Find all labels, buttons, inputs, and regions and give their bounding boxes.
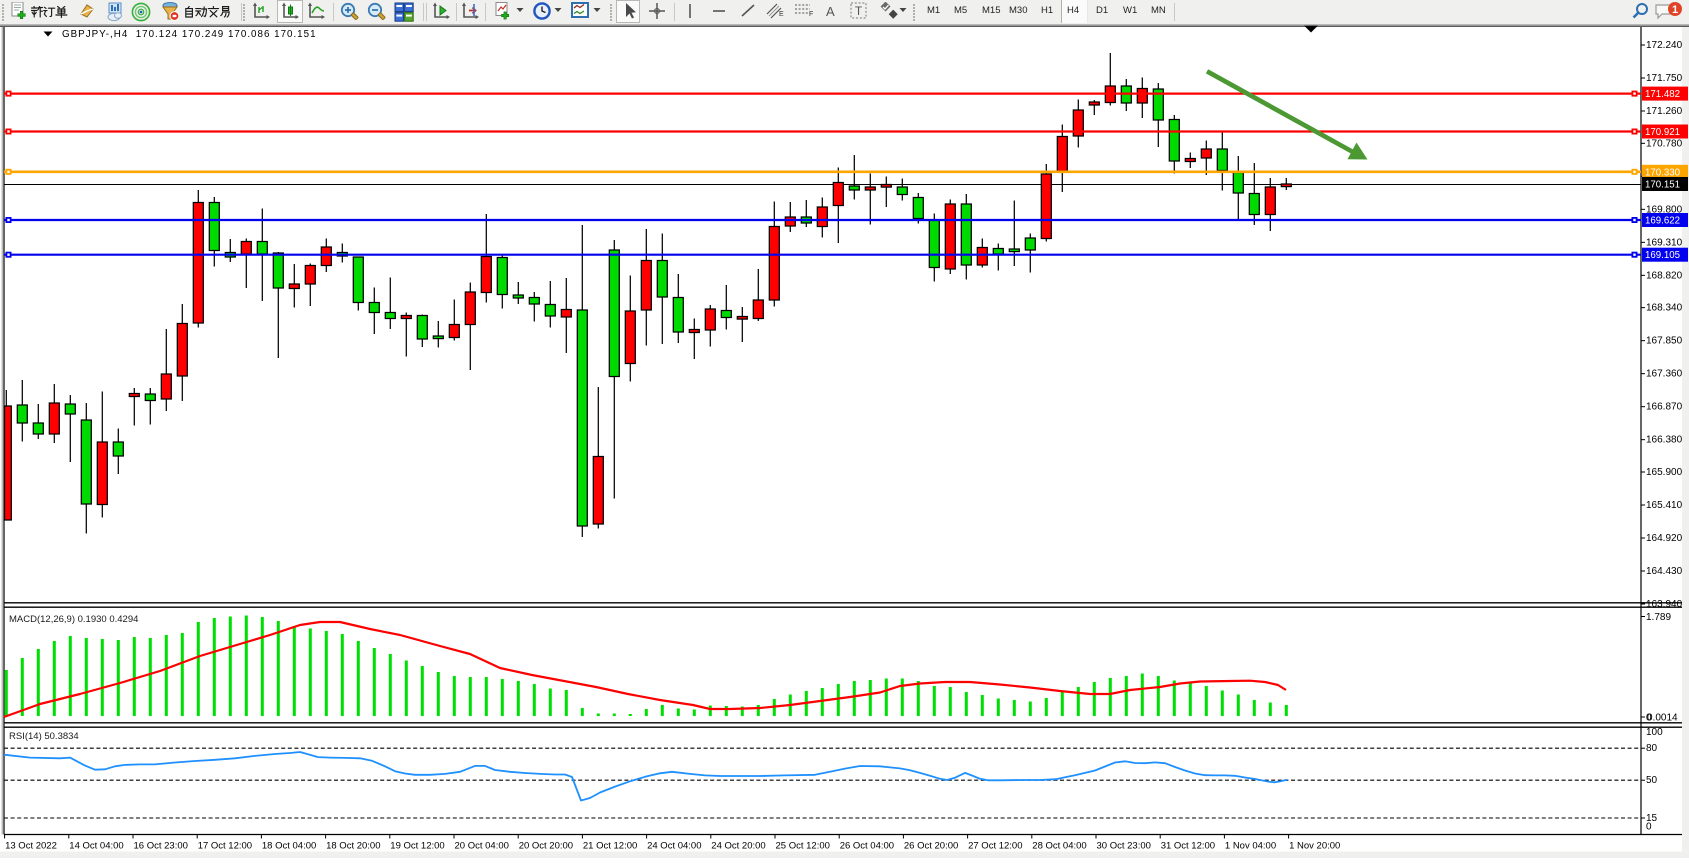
svg-text:171.750: 171.750 (1646, 73, 1683, 84)
svg-text:172.240: 172.240 (1646, 40, 1683, 51)
svg-text:18 Oct 04:00: 18 Oct 04:00 (262, 841, 316, 852)
svg-text:RSI(14) 50.3834: RSI(14) 50.3834 (9, 731, 79, 742)
svg-text:1: 1 (1672, 4, 1678, 16)
svg-text:165.900: 165.900 (1646, 467, 1683, 478)
svg-text:1 Nov 20:00: 1 Nov 20:00 (1289, 841, 1340, 852)
svg-text:50: 50 (1646, 775, 1658, 786)
svg-text:24 Oct 20:00: 24 Oct 20:00 (711, 841, 765, 852)
svg-text:15: 15 (1646, 813, 1658, 824)
svg-text:25 Oct 12:00: 25 Oct 12:00 (776, 841, 830, 852)
svg-text:168.820: 168.820 (1646, 270, 1683, 281)
svg-text:164.920: 164.920 (1646, 533, 1683, 544)
svg-text:28 Oct 04:00: 28 Oct 04:00 (1032, 841, 1086, 852)
svg-text:169.622: 169.622 (1645, 216, 1680, 227)
svg-text:31 Oct 12:00: 31 Oct 12:00 (1161, 841, 1215, 852)
svg-text:171.482: 171.482 (1645, 89, 1680, 100)
svg-text:166.380: 166.380 (1646, 435, 1683, 446)
svg-text:170.921: 170.921 (1645, 127, 1680, 138)
svg-text:16 Oct 23:00: 16 Oct 23:00 (134, 841, 188, 852)
svg-text:30 Oct 23:00: 30 Oct 23:00 (1097, 841, 1151, 852)
svg-text:21 Oct 12:00: 21 Oct 12:00 (583, 841, 637, 852)
svg-text:170.330: 170.330 (1645, 167, 1681, 178)
svg-text:18 Oct 20:00: 18 Oct 20:00 (326, 841, 380, 852)
svg-text:166.870: 166.870 (1646, 402, 1683, 413)
svg-text:168.340: 168.340 (1646, 303, 1683, 314)
svg-text:1.789: 1.789 (1646, 612, 1671, 623)
svg-text:27 Oct 12:00: 27 Oct 12:00 (968, 841, 1022, 852)
svg-text:20 Oct 20:00: 20 Oct 20:00 (519, 841, 573, 852)
svg-text:169.310: 169.310 (1646, 237, 1683, 248)
svg-text:GBPJPY-,H4 170.124 170.249 17: GBPJPY-,H4 170.124 170.249 170.086 170.1… (62, 29, 317, 40)
svg-text:13 Oct 2022: 13 Oct 2022 (5, 841, 57, 852)
svg-text:170.780: 170.780 (1646, 138, 1683, 149)
svg-text:164.430: 164.430 (1646, 566, 1683, 577)
svg-text:80: 80 (1646, 743, 1658, 754)
svg-text:19 Oct 12:00: 19 Oct 12:00 (390, 841, 444, 852)
svg-text:167.850: 167.850 (1646, 336, 1683, 347)
svg-text:169.105: 169.105 (1645, 250, 1680, 261)
svg-text:26 Oct 04:00: 26 Oct 04:00 (840, 841, 894, 852)
svg-text:14 Oct 04:00: 14 Oct 04:00 (69, 841, 123, 852)
svg-text:0: 0 (1646, 822, 1652, 833)
svg-text:MACD(12,26,9) 0.1930 0.4294: MACD(12,26,9) 0.1930 0.4294 (9, 614, 138, 625)
svg-text:171.260: 171.260 (1646, 106, 1683, 117)
svg-text:0: 0 (1646, 713, 1652, 724)
svg-text:167.360: 167.360 (1646, 369, 1683, 380)
svg-text:24 Oct 04:00: 24 Oct 04:00 (647, 841, 701, 852)
svg-text:17 Oct 12:00: 17 Oct 12:00 (198, 841, 252, 852)
svg-text:163.940: 163.940 (1646, 599, 1683, 610)
svg-text:100: 100 (1646, 727, 1663, 738)
svg-text:0.0014: 0.0014 (1647, 713, 1678, 724)
svg-text:26 Oct 20:00: 26 Oct 20:00 (904, 841, 958, 852)
svg-text:165.410: 165.410 (1646, 500, 1683, 511)
svg-text:20 Oct 04:00: 20 Oct 04:00 (455, 841, 509, 852)
svg-text:T: T (855, 4, 863, 18)
svg-text:1 Nov 04:00: 1 Nov 04:00 (1225, 841, 1276, 852)
svg-text:169.800: 169.800 (1646, 204, 1683, 215)
svg-text:170.151: 170.151 (1645, 180, 1680, 191)
